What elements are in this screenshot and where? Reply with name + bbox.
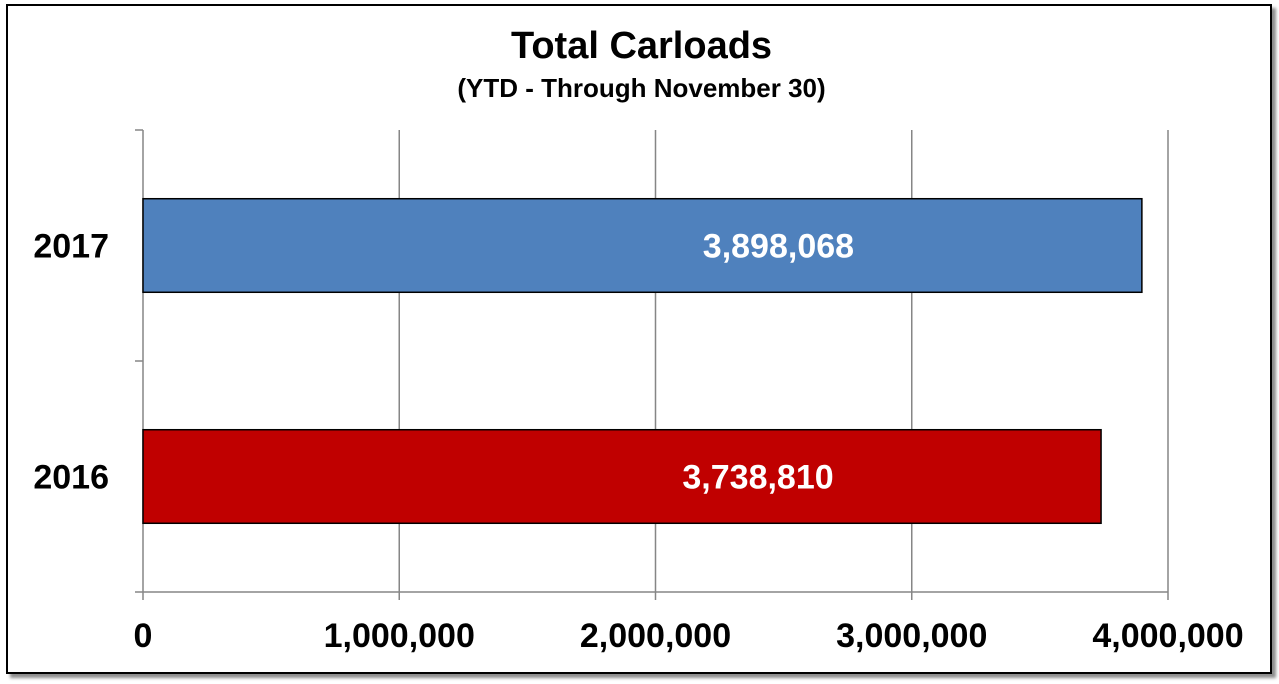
x-tick-label: 0: [134, 617, 153, 655]
x-tick-label: 3,000,000: [836, 617, 987, 655]
bar-2016: [142, 428, 1102, 525]
data-label-2017: 3,898,068: [703, 228, 854, 266]
labels: 0 1,000,000 2,000,000 3,000,000 4,000,000 3,8…: [33, 228, 1243, 656]
chart-title: Total Carloads: [510, 25, 773, 67]
bars: [142, 197, 1143, 525]
bar-2017: [142, 197, 1143, 294]
x-tick-label: 4,000,000: [1092, 617, 1243, 655]
x-tick-label: 1,000,000: [324, 617, 475, 655]
y-tick-label-2017: 2017: [33, 228, 109, 266]
y-tick-label-2016: 2016: [33, 459, 109, 497]
x-tick-label: 2,000,000: [580, 617, 731, 655]
chart-frame: [6, 4, 1272, 674]
data-label-2016: 3,738,810: [682, 459, 833, 497]
chart-subtitle: (YTD - Through November 30): [457, 73, 826, 103]
